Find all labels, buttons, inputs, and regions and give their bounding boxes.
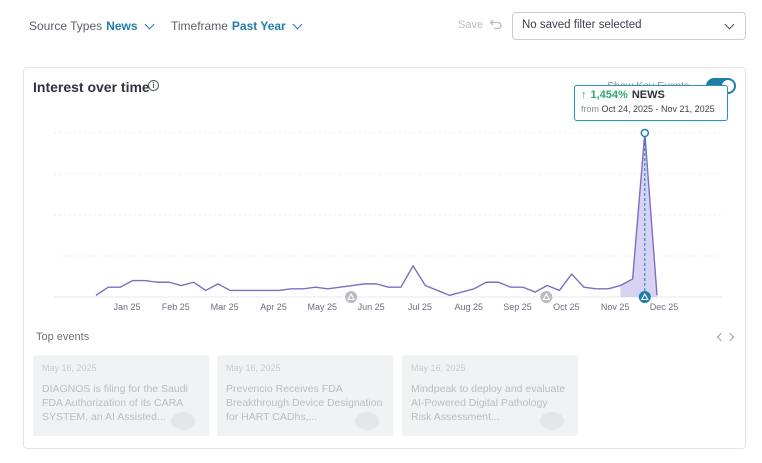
timeframe-filter[interactable]: Timeframe Past Year: [171, 19, 303, 33]
saved-filter-value: No saved filter selected: [522, 19, 642, 31]
x-tick-label: Mar 25: [211, 302, 239, 312]
event-thumbnail: [355, 412, 379, 430]
interest-chart[interactable]: Jan 25 Feb 25 Mar 25 Apr 25 May 25 Jun 25 Jul …: [24, 68, 747, 328]
highlight-point: [640, 128, 650, 138]
key-event-icon: [640, 292, 649, 301]
tooltip-arrow-icon: ↑: [581, 89, 587, 101]
chevron-down-icon: [724, 19, 735, 30]
chevron-left-icon[interactable]: [716, 332, 726, 342]
x-tick-label: Sep 25: [503, 302, 532, 312]
x-tick-label: Dec 25: [650, 302, 679, 312]
info-icon[interactable]: i: [148, 80, 159, 91]
key-event-marker: [638, 291, 651, 303]
chart-tooltip: ↑ 1,454% NEWS from Oct 24, 2025 - Nov 21…: [574, 85, 728, 121]
timeframe-value: Past Year: [231, 19, 286, 33]
key-event-marker: [345, 291, 358, 303]
interest-over-time-card: Interest over time i Show Key Events ↑ 1…: [23, 67, 746, 449]
chevron-down-icon: [144, 19, 154, 29]
event-title: Mindpeak to deploy and evaluate AI-Power…: [411, 383, 566, 423]
source-types-value: News: [106, 19, 138, 33]
key-event-marker: [540, 291, 553, 303]
tooltip-from-label: from: [581, 104, 599, 114]
series-line: [95, 132, 658, 297]
x-tick-label: Apr 25: [260, 302, 287, 312]
event-thumbnail: [540, 412, 564, 430]
tooltip-label: NEWS: [631, 89, 665, 101]
undo-icon[interactable]: [489, 17, 503, 31]
top-events-label: Top events: [36, 331, 90, 343]
x-tick-label: Aug 25: [454, 302, 483, 312]
x-tick-label: Nov 25: [601, 302, 630, 312]
x-tick-label: Feb 25: [162, 302, 190, 312]
filter-bar: Source Types News Timeframe Past Year Sa…: [0, 0, 762, 52]
chevron-right-icon[interactable]: [725, 332, 735, 342]
chevron-down-icon: [292, 19, 303, 29]
event-card[interactable]: May 16, 2025 Prevencio Receives FDA Brea…: [217, 355, 393, 436]
event-card[interactable]: May 16, 2025 DIAGNOS is filing for the S…: [33, 355, 209, 436]
save-button[interactable]: Save: [458, 19, 484, 31]
tooltip-percent: 1,454%: [590, 89, 628, 101]
tooltip-range: Oct 24, 2025 - Nov 21, 2025: [601, 104, 715, 114]
key-event-icon: [347, 292, 356, 301]
x-tick-label: Oct 25: [553, 302, 580, 312]
timeframe-label: Timeframe: [171, 19, 228, 33]
event-thumbnail: [171, 412, 195, 430]
event-title: Prevencio Receives FDA Breakthrough Devi…: [226, 383, 383, 423]
event-title: DIAGNOS is filing for the Saudi FDA Auth…: [42, 383, 188, 423]
saved-filter-select[interactable]: No saved filter selected: [512, 12, 746, 40]
source-types-filter[interactable]: Source Types News: [29, 19, 154, 33]
x-tick-label: Jul 25: [408, 302, 432, 312]
card-title: Interest over time: [33, 79, 150, 95]
event-date: May 16, 2025: [411, 363, 466, 373]
event-date: May 16, 2025: [226, 363, 281, 373]
key-event-icon: [542, 292, 551, 301]
x-tick-label: Jun 25: [358, 302, 385, 312]
event-card[interactable]: May 16, 2025 Mindpeak to deploy and eval…: [402, 355, 578, 436]
x-tick-label: May 25: [308, 302, 338, 312]
source-types-label: Source Types: [29, 19, 103, 33]
event-date: May 16, 2025: [42, 363, 97, 373]
x-tick-label: Jan 25: [113, 302, 140, 312]
